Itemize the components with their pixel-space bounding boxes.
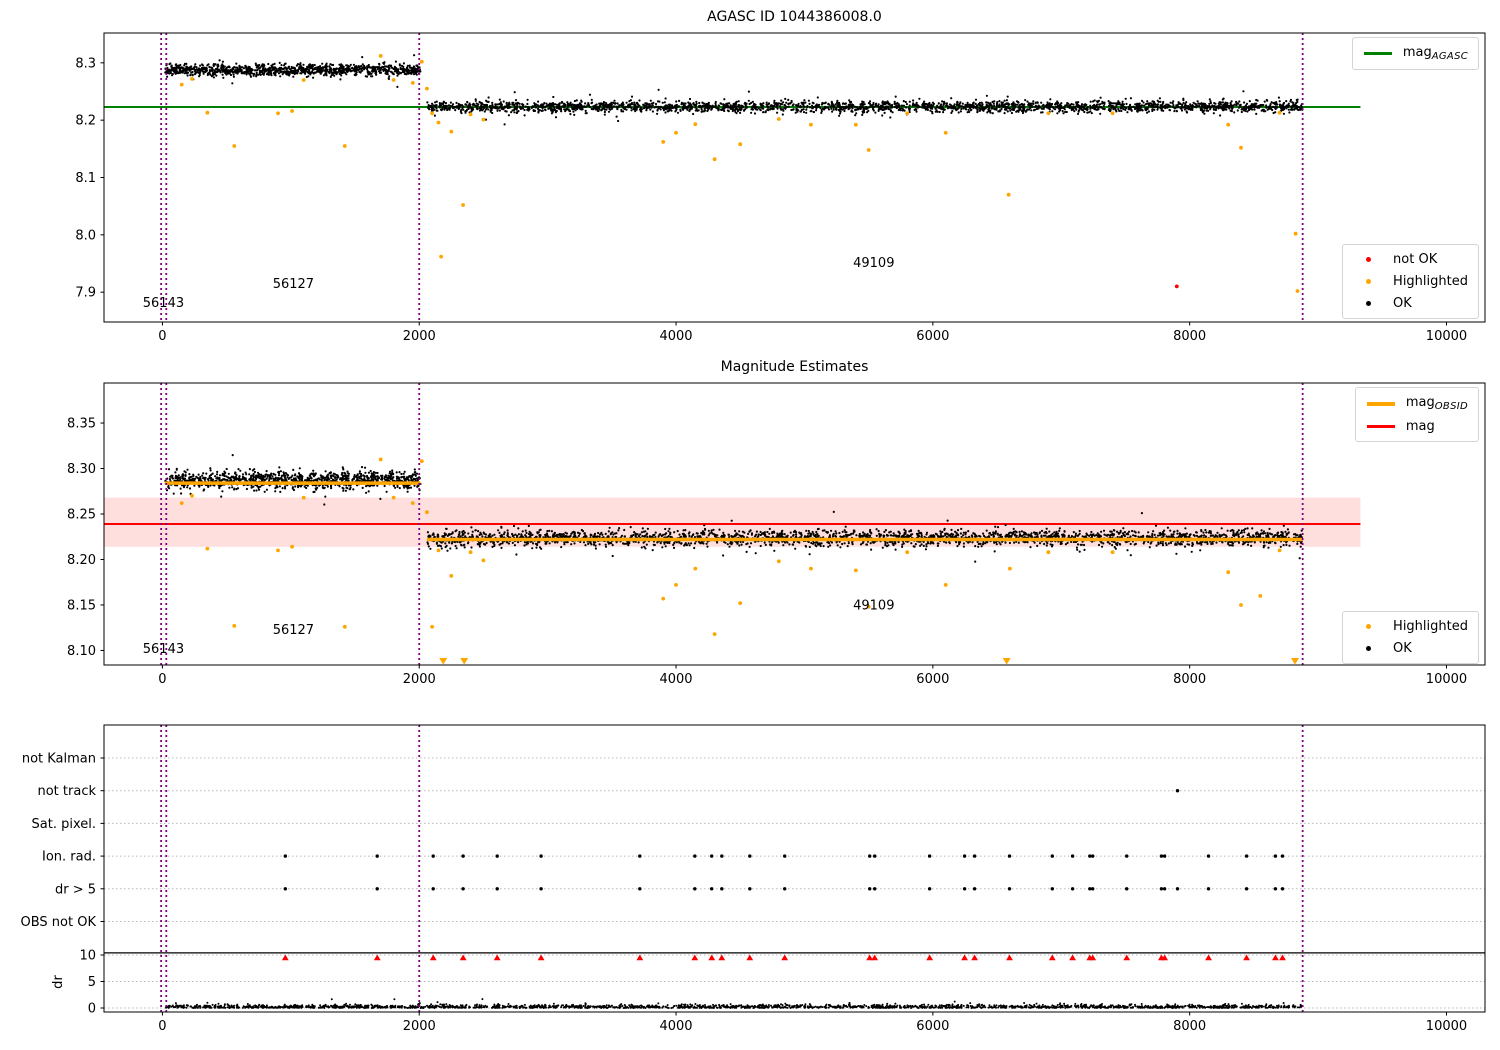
legend-handle: [1353, 279, 1383, 284]
svg-text:0: 0: [88, 1002, 96, 1017]
legend-row-not-ok: not OK: [1353, 252, 1468, 267]
svg-text:8.1: 8.1: [75, 171, 96, 186]
legend-row-mag-obsid: magOBSID: [1366, 395, 1468, 412]
svg-text:8.10: 8.10: [67, 644, 96, 659]
green-line-swatch: [1363, 52, 1392, 55]
svg-text:0: 0: [158, 1019, 166, 1034]
svg-text:2000: 2000: [403, 1019, 436, 1034]
svg-text:OBS not OK: OBS not OK: [21, 915, 97, 930]
svg-text:Ion. rad.: Ion. rad.: [42, 850, 96, 865]
legend-row-ok: OK: [1353, 296, 1468, 311]
legend-handle: [1353, 646, 1383, 651]
legend-label: OK: [1393, 296, 1412, 311]
legend-handle: [1353, 301, 1383, 306]
legend-label: Highlighted: [1393, 619, 1468, 634]
svg-text:not Kalman: not Kalman: [22, 752, 96, 767]
svg-text:8000: 8000: [1173, 329, 1206, 344]
svg-text:56127: 56127: [273, 623, 314, 638]
svg-text:4000: 4000: [659, 672, 692, 687]
svg-text:not track: not track: [37, 784, 96, 799]
legend-row-highlighted: Highlighted: [1353, 274, 1468, 289]
middle-plot-title: Magnitude Estimates: [720, 359, 869, 375]
svg-text:8.2: 8.2: [75, 114, 96, 129]
svg-text:8.30: 8.30: [67, 462, 96, 477]
middle-plot: 56143 56127 49109 0 2000 4000 6000 8000 10000 8.1…: [67, 382, 1486, 687]
svg-text:0: 0: [158, 329, 166, 344]
legend-label: not OK: [1393, 252, 1438, 267]
legend-handle: [1366, 401, 1396, 406]
svg-text:8000: 8000: [1173, 1019, 1206, 1034]
legend-mid-point-types: Highlighted OK: [1342, 611, 1479, 664]
svg-text:5: 5: [88, 975, 96, 990]
svg-text:0: 0: [158, 672, 166, 687]
black-dot-swatch: [1365, 301, 1371, 306]
legend-row-mag-agasc: magAGASC: [1363, 45, 1468, 62]
svg-text:6000: 6000: [916, 1019, 949, 1034]
bottom-plot: 0 2000 4000 6000 8000 10000 not Kalman not trac…: [21, 724, 1486, 1034]
legend-mag-agasc: magAGASC: [1351, 37, 1479, 70]
red-dot-swatch: [1365, 257, 1371, 262]
svg-text:10000: 10000: [1426, 672, 1467, 687]
legend-row-ok: OK: [1353, 641, 1468, 656]
red-line-swatch: [1366, 425, 1395, 428]
legend-label: magOBSID: [1405, 395, 1468, 412]
svg-text:10000: 10000: [1426, 1019, 1467, 1034]
svg-text:56143: 56143: [143, 642, 184, 657]
svg-text:6000: 6000: [916, 672, 949, 687]
legend-label: mag: [1405, 419, 1435, 434]
svg-text:8.0: 8.0: [75, 228, 96, 243]
svg-text:2000: 2000: [403, 329, 436, 344]
svg-text:2000: 2000: [403, 672, 436, 687]
legend-row-highlighted: Highlighted: [1353, 619, 1468, 634]
orange-dot-swatch: [1365, 279, 1371, 284]
legend-handle: [1363, 52, 1393, 55]
legend-mag-lines: magOBSID mag: [1354, 387, 1479, 442]
legend-handle: [1353, 257, 1383, 262]
svg-text:4000: 4000: [659, 329, 692, 344]
top-plot: 56143 56127 49109 0 2000 4000 6000 8000 10000 7.9…: [75, 32, 1486, 344]
svg-text:56127: 56127: [273, 277, 314, 292]
orange-dot-swatch: [1365, 624, 1371, 629]
orange-line-swatch: [1366, 401, 1395, 406]
svg-text:56143: 56143: [143, 296, 184, 311]
legend-label: magAGASC: [1402, 45, 1468, 62]
svg-text:10000: 10000: [1426, 329, 1467, 344]
black-dot-swatch: [1365, 646, 1371, 651]
svg-text:Sat. pixel.: Sat. pixel.: [32, 817, 96, 832]
top-plot-title: AGASC ID 1044386008.0: [707, 9, 882, 25]
legend-top-point-types: not OK Highlighted OK: [1342, 244, 1479, 319]
svg-text:49109: 49109: [853, 599, 894, 614]
svg-text:8.25: 8.25: [67, 507, 96, 522]
legend-label: OK: [1393, 641, 1412, 656]
svg-text:49109: 49109: [853, 256, 894, 271]
svg-text:8000: 8000: [1173, 672, 1206, 687]
legend-handle: [1366, 425, 1396, 428]
svg-text:7.9: 7.9: [75, 286, 96, 301]
legend-handle: [1353, 624, 1383, 629]
svg-text:6000: 6000: [916, 329, 949, 344]
legend-row-mag: mag: [1366, 419, 1468, 434]
svg-text:dr > 5: dr > 5: [55, 882, 96, 897]
svg-text:8.15: 8.15: [67, 598, 96, 613]
svg-text:4000: 4000: [659, 1019, 692, 1034]
svg-text:8.3: 8.3: [75, 56, 96, 71]
legend-label: Highlighted: [1393, 274, 1468, 289]
svg-text:10: 10: [79, 949, 96, 964]
dr-axis-label: dr: [51, 975, 66, 989]
svg-text:8.35: 8.35: [67, 417, 96, 432]
svg-text:8.20: 8.20: [67, 553, 96, 568]
